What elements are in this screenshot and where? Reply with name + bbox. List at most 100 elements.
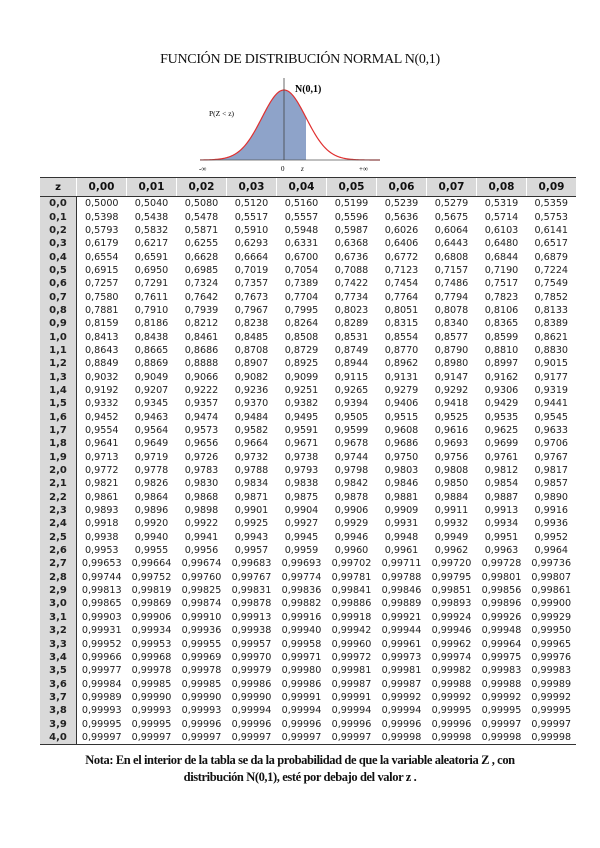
probability-cell: 0,9162 [484,371,519,383]
probability-cell: 0,99683 [231,558,272,570]
header-col: 0,04 [276,177,327,197]
probability-cell: 0,8962 [384,358,419,370]
probability-cell: 0,7939 [184,304,219,316]
probability-cell: 0,99882 [281,598,322,610]
probability-cell: 0,8186 [134,318,169,330]
probability-cell: 0,99995 [431,705,472,717]
probability-cell: 0,9554 [84,425,119,437]
table-row: 3,0 0,99865 0,99869 0,99874 0,99878 0,99882 0,… [40,597,576,611]
probability-cell: 0,99995 [531,705,572,717]
row-z-value: 1,8 [40,437,77,451]
row-z-value: 3,4 [40,650,77,665]
probability-cell: 0,99940 [281,625,322,637]
row-z-value: 3,6 [40,677,77,691]
probability-cell: 0,9955 [134,545,169,557]
probability-cell: 0,9719 [134,451,169,463]
probability-cell: 0,5948 [284,224,319,236]
probability-cell: 0,9066 [184,371,219,383]
probability-cell: 0,9881 [384,491,419,503]
probability-cell: 0,99966 [81,651,122,663]
probability-cell: 0,99874 [181,598,222,610]
probability-cell: 0,99994 [381,705,422,717]
probability-cell: 0,8621 [534,331,569,343]
probability-cell: 0,99896 [481,598,522,610]
probability-cell: 0,99728 [481,558,522,570]
row-z-value: 0,1 [40,210,77,224]
probability-cell: 0,8159 [84,318,119,330]
row-z-value: 0,4 [40,250,77,264]
probability-cell: 0,99996 [281,718,322,730]
probability-cell: 0,9949 [434,531,469,543]
probability-cell: 0,8686 [184,344,219,356]
probability-cell: 0,9726 [184,451,219,463]
probability-cell: 0,8980 [434,358,469,370]
probability-cell: 0,99984 [81,678,122,690]
table-row: 2,0 0,9772 0,9778 0,9783 0,9788 0,9793 0,9798 0… [40,463,576,478]
probability-cell: 0,99997 [76,730,127,746]
probability-cell: 0,99929 [531,611,572,623]
row-z-value: 3,1 [40,610,77,624]
probability-cell: 0,99997 [276,730,327,746]
probability-cell: 0,99752 [131,571,172,583]
table-row: 1,3 0,9032 0,9049 0,9066 0,9082 0,9099 0,9115 0… [40,370,576,384]
probability-cell: 0,7157 [434,264,469,276]
curve-label: N(0,1) [295,84,321,95]
probability-cell: 0,8023 [334,304,369,316]
table-row: 2,8 0,99744 0,99752 0,99760 0,99767 0,99774 0,… [40,570,576,584]
probability-cell: 0,7454 [384,278,419,290]
probability-cell: 0,9890 [534,491,569,503]
probability-cell: 0,9783 [184,465,219,477]
probability-cell: 0,6368 [334,238,369,250]
normal-distribution-table: z 0,00 0,01 0,02 0,03 0,04 0,05 0,06 0,07 0,08 0,0… [40,177,576,746]
probability-cell: 0,8643 [84,344,119,356]
header-col: 0,09 [526,177,576,197]
row-z-value: 2,0 [40,463,77,478]
probability-cell: 0,99900 [531,598,572,610]
probability-cell: 0,99955 [181,638,222,650]
probability-cell: 0,99997 [481,718,522,730]
probability-cell: 0,5199 [334,198,369,210]
probability-cell: 0,99964 [481,638,522,650]
probability-cell: 0,99978 [181,665,222,677]
probability-cell: 0,8078 [434,304,469,316]
probability-cell: 0,9941 [184,531,219,543]
probability-cell: 0,9798 [334,465,369,477]
probability-cell: 0,99720 [431,558,472,570]
probability-cell: 0,99760 [181,571,222,583]
row-z-value: 0,9 [40,317,77,331]
probability-cell: 0,99990 [231,691,272,703]
probability-cell: 0,9817 [534,465,569,477]
probability-cell: 0,9686 [384,438,419,450]
probability-cell: 0,99931 [81,625,122,637]
probability-cell: 0,9292 [434,384,469,396]
probability-cell: 0,99974 [431,651,472,663]
probability-cell: 0,8944 [334,358,369,370]
probability-cell: 0,99996 [381,718,422,730]
probability-cell: 0,99995 [81,718,122,730]
probability-cell: 0,9441 [534,398,569,410]
probability-cell: 0,99996 [181,718,222,730]
table-row: 3,8 0,99993 0,99993 0,99993 0,99994 0,99994 0,… [40,704,576,718]
probability-cell: 0,9616 [434,425,469,437]
row-z-value: 1,4 [40,383,77,398]
probability-cell: 0,6736 [334,251,369,263]
probability-cell: 0,99938 [231,625,272,637]
row-z-value: 1,2 [40,357,77,371]
probability-cell: 0,9279 [384,384,419,396]
row-z-value: 2,2 [40,490,77,504]
probability-cell: 0,99910 [181,611,222,623]
table-row: 0,7 0,7580 0,7611 0,7642 0,7673 0,7704 0,7734 0… [40,290,576,304]
probability-cell: 0,8365 [484,318,519,330]
probability-cell: 0,8315 [384,318,419,330]
probability-cell: 0,8461 [184,331,219,343]
probability-cell: 0,9898 [184,505,219,517]
probability-cell: 0,9925 [234,518,269,530]
probability-cell: 0,6879 [534,251,569,263]
row-z-value: 1,1 [40,343,77,358]
probability-cell: 0,99944 [381,625,422,637]
table-row: 3,3 0,99952 0,99953 0,99955 0,99957 0,99958 0,… [40,637,576,651]
header-col: 0,05 [326,177,377,197]
row-z-value: 1,5 [40,397,77,411]
probability-cell: 0,5000 [84,198,119,210]
row-z-value: 3,3 [40,637,77,651]
